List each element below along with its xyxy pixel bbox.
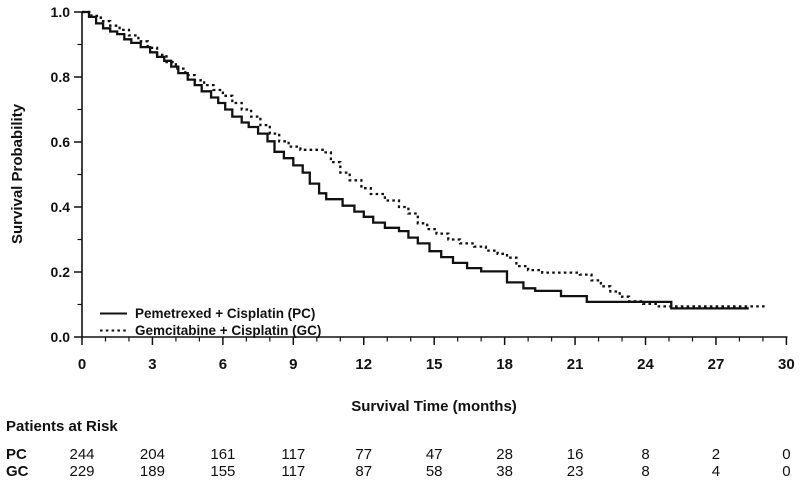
risk-count-pc-18: 28 (496, 446, 513, 463)
legend-label-pc: Pemetrexed + Cisplatin (PC) (135, 306, 315, 321)
y-tick-label: 0.4 (51, 199, 71, 215)
risk-count-gc-24: 8 (641, 463, 649, 480)
x-tick-label: 18 (496, 356, 513, 373)
risk-count-pc-12: 77 (355, 446, 372, 463)
risk-count-gc-30: 0 (782, 463, 790, 480)
y-tick-label: 0.0 (51, 329, 71, 345)
risk-count-pc-0: 244 (69, 446, 94, 463)
risk-count-pc-24: 8 (641, 446, 649, 463)
risk-count-gc-9: 117 (281, 463, 305, 480)
x-tick-label: 9 (289, 356, 297, 373)
risk-count-gc-18: 38 (496, 463, 513, 480)
risk-count-pc-3: 204 (140, 446, 165, 463)
x-tick-label: 24 (637, 356, 654, 373)
risk-count-pc-6: 161 (210, 446, 235, 463)
x-tick-label: 12 (355, 356, 372, 373)
risk-table-title: Patients at Risk (6, 418, 118, 435)
x-tick-label: 21 (567, 356, 584, 373)
patients-at-risk-table: Patients at Risk PC GC 244 204 161 117 77 47 2… (6, 418, 791, 480)
risk-table-counts: 244 204 161 117 77 47 28 16 8 2 0 229 189 155 117 87 58 3… (69, 446, 790, 480)
curves (82, 10, 768, 310)
risk-row-label-gc: GC (6, 463, 29, 480)
legend: Pemetrexed + Cisplatin (PC) Gemcitabine … (100, 306, 321, 338)
x-tick-label: 30 (778, 356, 795, 373)
risk-count-pc-27: 2 (712, 446, 720, 463)
x-tick-label: 0 (78, 356, 86, 373)
y-tick-label: 1.0 (51, 4, 71, 20)
risk-count-gc-27: 4 (712, 463, 720, 480)
x-axis-label: Survival Time (months) (351, 398, 517, 415)
risk-count-pc-9: 117 (281, 446, 305, 463)
risk-count-gc-3: 189 (140, 463, 165, 480)
risk-count-gc-6: 155 (210, 463, 235, 480)
y-tick-label: 0.6 (51, 134, 71, 150)
risk-count-gc-12: 87 (355, 463, 372, 480)
gc-curve (82, 10, 768, 308)
legend-label-gc: Gemcitabine + Cisplatin (GC) (135, 323, 321, 338)
x-tick-label: 3 (148, 356, 156, 373)
x-tick-label: 27 (708, 356, 725, 373)
risk-row-label-pc: PC (6, 446, 27, 463)
y-tick-label: 0.2 (51, 264, 71, 280)
pc-curve (82, 10, 749, 310)
risk-count-gc-15: 58 (426, 463, 443, 480)
y-tick-label: 0.8 (51, 69, 71, 85)
risk-count-gc-21: 23 (567, 463, 584, 480)
x-tick-label: 6 (219, 356, 227, 373)
risk-count-pc-15: 47 (426, 446, 443, 463)
risk-count-pc-30: 0 (782, 446, 790, 463)
y-axis-label: Survival Probability (9, 103, 26, 244)
risk-count-gc-0: 229 (69, 463, 94, 480)
x-tick-label: 15 (426, 356, 443, 373)
axes: 0 3 6 9 12 15 18 21 24 27 30 0.0 0.2 0.4 0.6 0.8 1.0 (51, 4, 795, 373)
risk-count-pc-21: 16 (567, 446, 584, 463)
legend-samples (100, 312, 127, 332)
